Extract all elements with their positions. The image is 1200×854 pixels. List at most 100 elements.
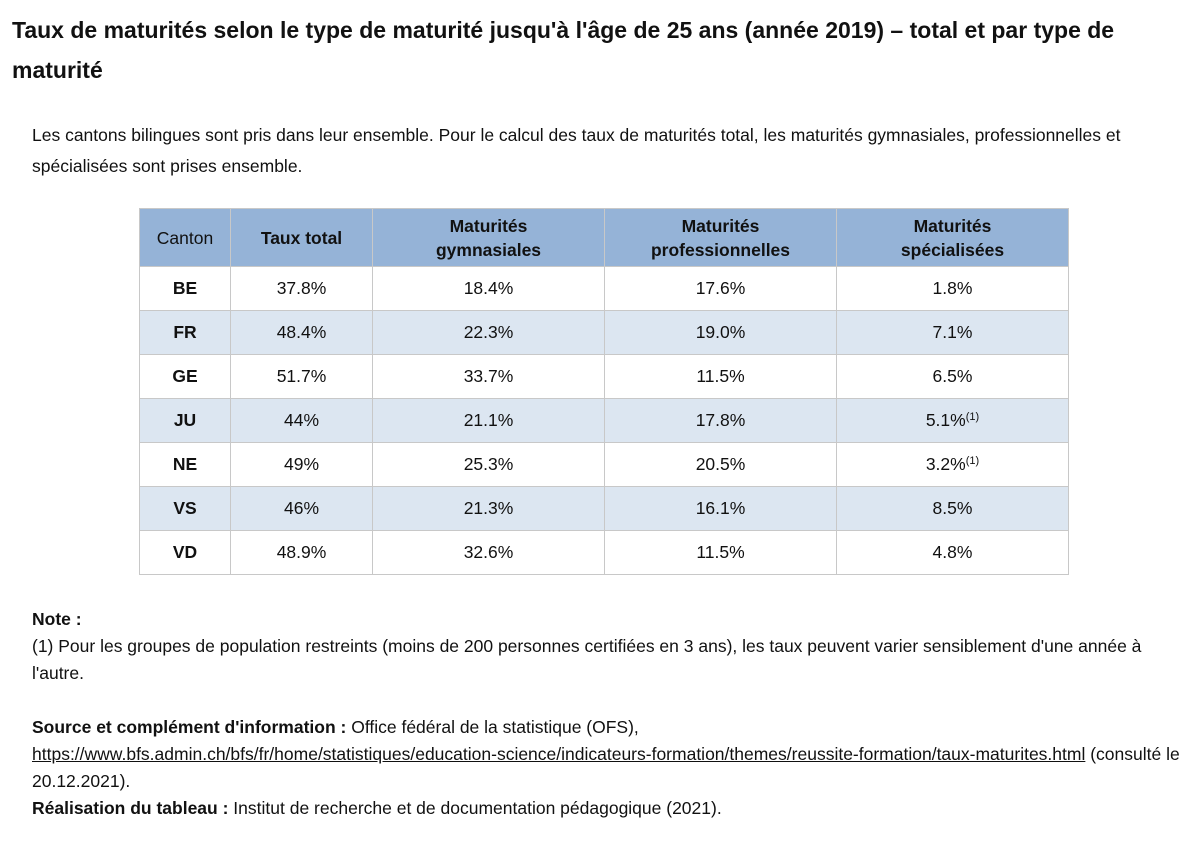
gymnasiales-cell: 25.3%: [372, 442, 605, 487]
source-consulted: (consulté le 20.12.2021).: [32, 744, 1180, 791]
canton-cell: GE: [139, 354, 231, 399]
canton-cell-value: BE: [172, 278, 198, 298]
gymnasiales-cell-value: 32.6%: [463, 542, 514, 562]
gymnasiales-cell-value: 25.3%: [463, 454, 514, 474]
specialisees-cell-value: 6.5%: [932, 366, 973, 386]
header-gymnasiales-line1: Maturités: [449, 215, 528, 236]
total-cell-value: 48.4%: [276, 322, 327, 342]
professionnelles-cell-value: 17.6%: [695, 278, 746, 298]
canton-cell: FR: [139, 310, 231, 355]
professionnelles-cell-value: 17.8%: [695, 410, 746, 430]
footnote-marker: (1): [965, 455, 980, 467]
professionnelles-cell-value: 20.5%: [695, 454, 746, 474]
source-link[interactable]: https://www.bfs.admin.ch/bfs/fr/home/sta…: [32, 744, 1086, 764]
specialisees-cell: 8.5%: [836, 486, 1069, 531]
total-cell-value: 49%: [283, 454, 320, 474]
gymnasiales-cell: 21.3%: [372, 486, 605, 531]
header-gymnasiales: Maturités gymnasiales: [372, 208, 605, 267]
gymnasiales-cell-value: 18.4%: [463, 278, 514, 298]
page-title: Taux de maturités selon le type de matur…: [12, 17, 1115, 83]
canton-cell: JU: [139, 398, 231, 443]
total-cell-value: 37.8%: [276, 278, 327, 298]
total-cell: 46%: [230, 486, 373, 531]
total-cell-value: 48.9%: [276, 542, 327, 562]
table-body: BE 37.8% 18.4% 17.6% 1.8% FR 48.4% 22.3% 19.0% 7.…: [139, 266, 1069, 575]
maturity-rates-table: Canton Taux total Maturités gymnasiales …: [139, 208, 1069, 575]
gymnasiales-cell-value: 22.3%: [463, 322, 514, 342]
header-gymnasiales-line2: gymnasiales: [435, 239, 542, 260]
header-professionnelles-line1: Maturités: [681, 215, 760, 236]
professionnelles-cell-value: 19.0%: [695, 322, 746, 342]
gymnasiales-cell: 22.3%: [372, 310, 605, 355]
source-text: Office fédéral de la statistique (OFS),: [346, 717, 639, 737]
professionnelles-cell: 17.8%: [604, 398, 837, 443]
professionnelles-cell-value: 11.5%: [696, 542, 745, 562]
total-cell: 48.9%: [230, 530, 373, 575]
note-text: (1) Pour les groupes de population restr…: [32, 636, 1142, 683]
gymnasiales-cell: 33.7%: [372, 354, 605, 399]
canton-cell-value: JU: [173, 410, 197, 430]
professionnelles-cell: 17.6%: [604, 266, 837, 311]
specialisees-cell: 4.8%: [836, 530, 1069, 575]
source-label: Source et complément d'information :: [32, 717, 347, 737]
professionnelles-cell: 16.1%: [604, 486, 837, 531]
canton-cell-value: NE: [172, 454, 198, 474]
specialisees-cell: 5.1%(1): [836, 398, 1069, 443]
specialisees-cell-value: 5.1%: [925, 410, 966, 430]
professionnelles-cell: 11.5%: [604, 354, 837, 399]
total-cell-value: 51.7%: [276, 366, 327, 386]
header-specialisees-line2: spécialisées: [900, 239, 1005, 260]
table-row: JU 44% 21.1% 17.8% 5.1%(1): [139, 398, 1069, 443]
footnote-marker: (1): [965, 411, 980, 423]
total-cell-value: 46%: [283, 498, 320, 518]
gymnasiales-cell-value: 21.1%: [463, 410, 514, 430]
specialisees-cell-value: 1.8%: [932, 278, 973, 298]
specialisees-cell: 1.8%: [836, 266, 1069, 311]
realisation-text: Institut de recherche et de documentatio…: [228, 798, 722, 818]
specialisees-cell-value: 7.1%: [932, 322, 973, 342]
table-row: NE 49% 25.3% 20.5% 3.2%(1): [139, 442, 1069, 487]
canton-cell: VS: [139, 486, 231, 531]
notes-section: Note : (1) Pour les groupes de populatio…: [32, 606, 1182, 822]
gymnasiales-cell: 18.4%: [372, 266, 605, 311]
header-total: Taux total: [230, 208, 373, 267]
total-cell: 48.4%: [230, 310, 373, 355]
gymnasiales-cell: 21.1%: [372, 398, 605, 443]
professionnelles-cell: 20.5%: [604, 442, 837, 487]
table-header-row: Canton Taux total Maturités gymnasiales …: [139, 208, 1069, 267]
table-row: GE 51.7% 33.7% 11.5% 6.5%: [139, 354, 1069, 399]
realisation-line: Réalisation du tableau : Institut de rec…: [32, 795, 1182, 822]
specialisees-cell: 7.1%: [836, 310, 1069, 355]
specialisees-cell-value: 4.8%: [932, 542, 973, 562]
source-line: Source et complément d'information : Off…: [32, 714, 1182, 795]
header-specialisees-line1: Maturités: [913, 215, 992, 236]
specialisees-cell: 3.2%(1): [836, 442, 1069, 487]
table-row: VS 46% 21.3% 16.1% 8.5%: [139, 486, 1069, 531]
professionnelles-cell-value: 16.1%: [695, 498, 746, 518]
specialisees-cell-value: 3.2%: [925, 454, 966, 474]
total-cell-value: 44%: [283, 410, 320, 430]
total-cell: 49%: [230, 442, 373, 487]
gymnasiales-cell: 32.6%: [372, 530, 605, 575]
specialisees-cell: 6.5%: [836, 354, 1069, 399]
canton-cell: BE: [139, 266, 231, 311]
header-canton: Canton: [139, 208, 231, 267]
table-row: BE 37.8% 18.4% 17.6% 1.8%: [139, 266, 1069, 311]
professionnelles-cell: 19.0%: [604, 310, 837, 355]
gymnasiales-cell-value: 21.3%: [463, 498, 514, 518]
canton-cell-value: VS: [173, 498, 197, 518]
professionnelles-cell: 11.5%: [604, 530, 837, 575]
total-cell: 51.7%: [230, 354, 373, 399]
canton-cell: NE: [139, 442, 231, 487]
table-row: VD 48.9% 32.6% 11.5% 4.8%: [139, 530, 1069, 575]
canton-cell: VD: [139, 530, 231, 575]
total-cell: 37.8%: [230, 266, 373, 311]
total-cell: 44%: [230, 398, 373, 443]
note-label: Note :: [32, 609, 82, 629]
gymnasiales-cell-value: 33.7%: [463, 366, 514, 386]
header-professionnelles: Maturités professionnelles: [604, 208, 837, 267]
canton-cell-value: GE: [172, 366, 198, 386]
professionnelles-cell-value: 11.5%: [696, 366, 745, 386]
table-row: FR 48.4% 22.3% 19.0% 7.1%: [139, 310, 1069, 355]
specialisees-cell-value: 8.5%: [932, 498, 973, 518]
